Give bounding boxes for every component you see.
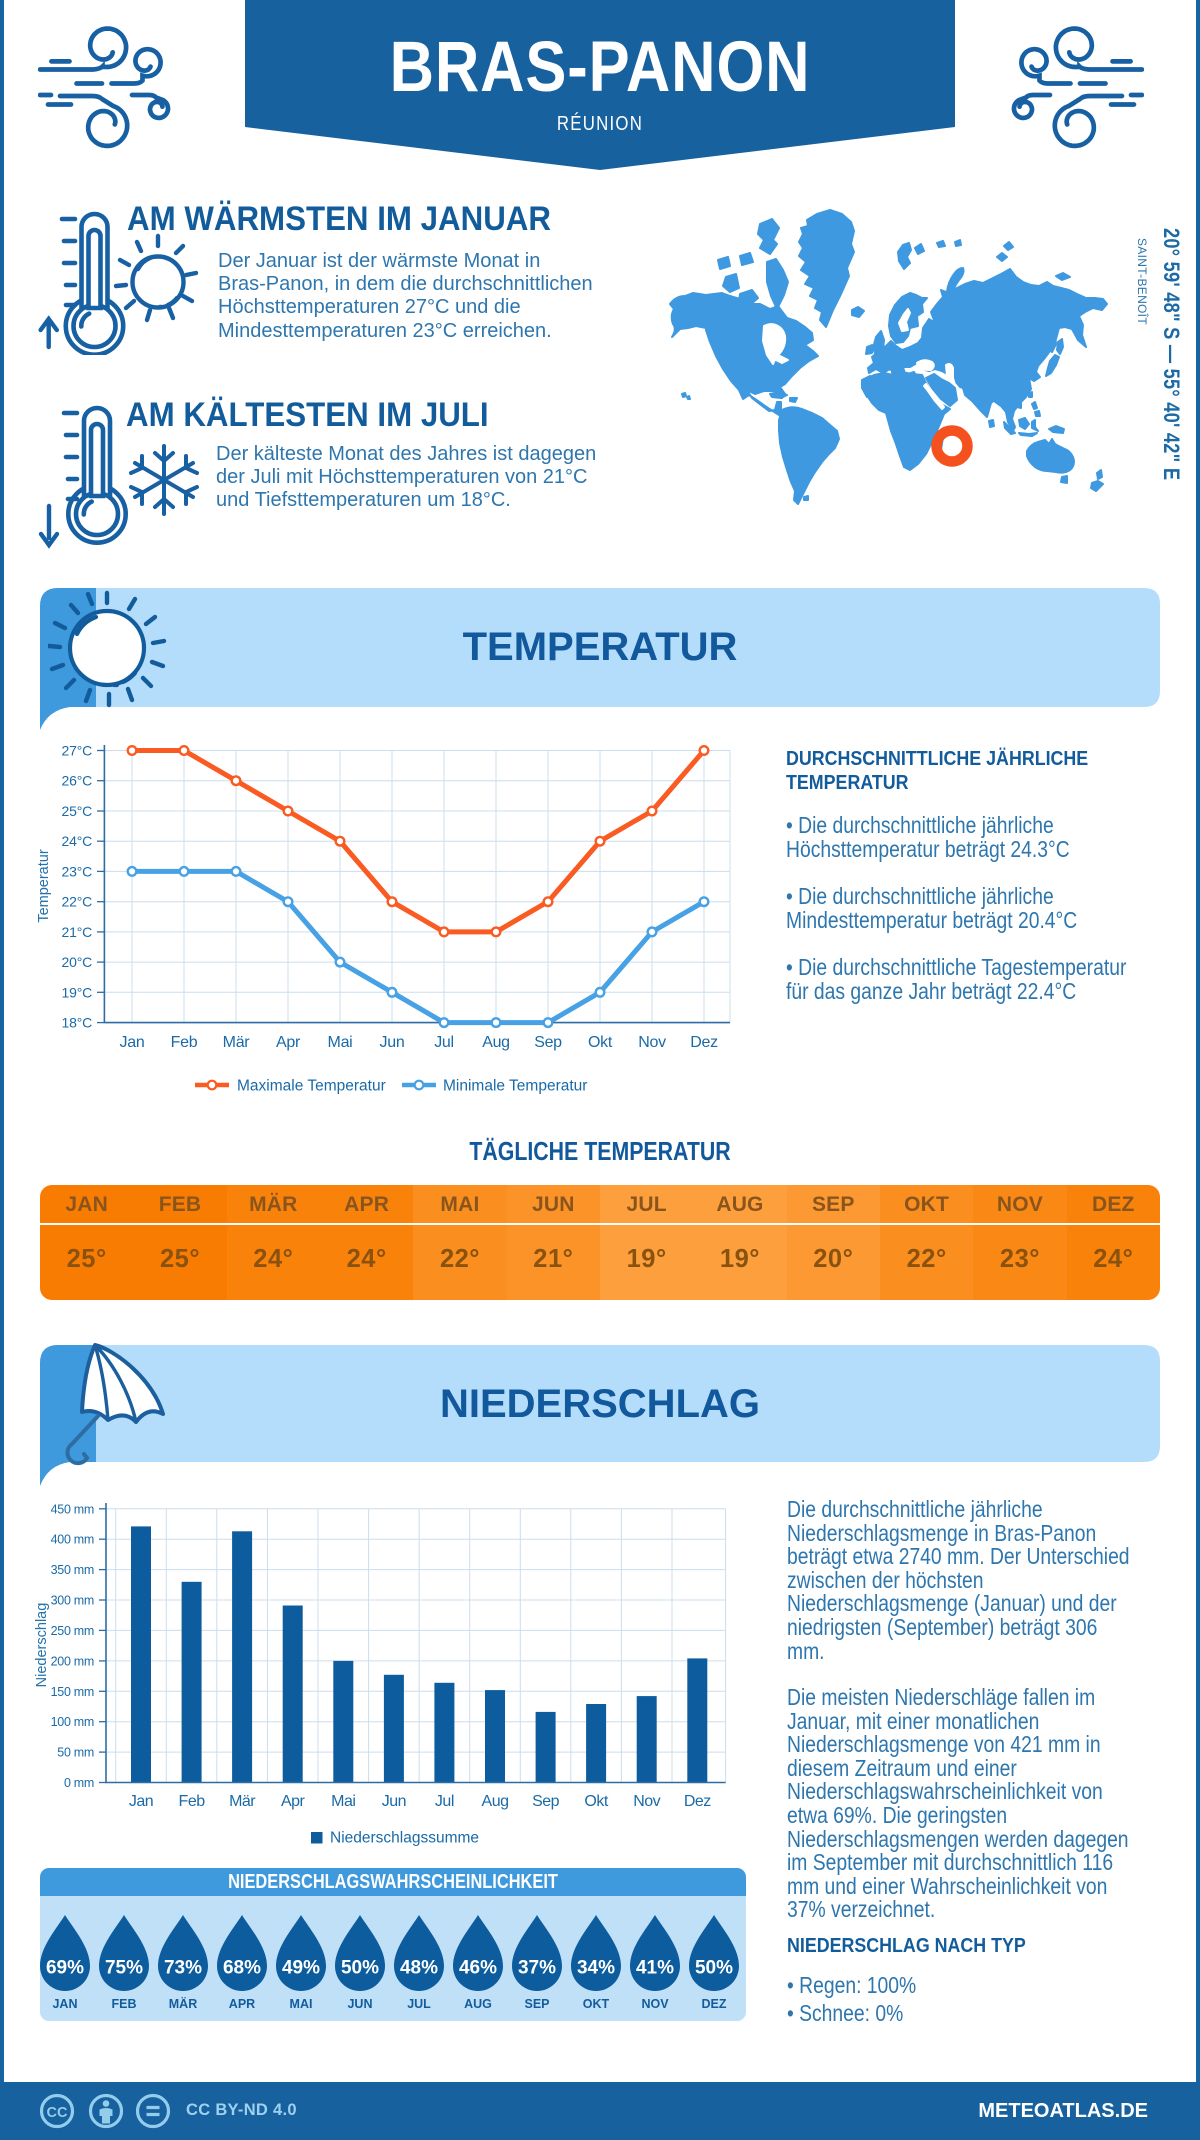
svg-text:41%: 41% [636, 1958, 674, 1979]
svg-text:48%: 48% [400, 1958, 438, 1979]
svg-text:JUL: JUL [407, 1997, 431, 2011]
svg-text:FEB: FEB [112, 1997, 137, 2011]
svg-text:Jul: Jul [435, 1793, 454, 1810]
svg-text:Jan: Jan [129, 1793, 153, 1810]
svg-text:Feb: Feb [179, 1793, 206, 1810]
svg-text:50%: 50% [341, 1958, 379, 1979]
svg-text:Mai: Mai [328, 1034, 353, 1051]
svg-text:250 mm: 250 mm [51, 1624, 94, 1638]
svg-text:Sep: Sep [534, 1034, 562, 1051]
svg-text:26°C: 26°C [62, 773, 93, 789]
svg-text:21°C: 21°C [62, 924, 93, 940]
svg-text:150 mm: 150 mm [51, 1685, 94, 1699]
svg-text:Maximale Temperatur: Maximale Temperatur [237, 1078, 386, 1095]
svg-text:Dez: Dez [684, 1793, 711, 1810]
svg-text:69%: 69% [46, 1958, 84, 1979]
svg-text:Apr: Apr [276, 1034, 301, 1051]
svg-text:100 mm: 100 mm [51, 1715, 94, 1729]
svg-text:450 mm: 450 mm [51, 1502, 94, 1516]
svg-text:46%: 46% [459, 1958, 497, 1979]
svg-text:37%: 37% [518, 1958, 556, 1979]
svg-text:0 mm: 0 mm [64, 1776, 94, 1790]
svg-text:22°C: 22°C [62, 894, 93, 910]
svg-text:MAI: MAI [290, 1997, 313, 2011]
svg-text:Sep: Sep [532, 1793, 560, 1810]
svg-text:75%: 75% [105, 1958, 143, 1979]
svg-text:Nov: Nov [633, 1793, 660, 1810]
svg-text:200 mm: 200 mm [51, 1654, 94, 1668]
svg-text:Minimale Temperatur: Minimale Temperatur [443, 1078, 587, 1095]
svg-text:Nov: Nov [638, 1034, 666, 1051]
svg-text:Apr: Apr [281, 1793, 306, 1810]
svg-text:APR: APR [229, 1997, 255, 2011]
svg-text:Aug: Aug [482, 1793, 509, 1810]
svg-text:68%: 68% [223, 1958, 261, 1979]
svg-text:34%: 34% [577, 1958, 615, 1979]
svg-text:Mai: Mai [331, 1793, 355, 1810]
svg-text:Okt: Okt [584, 1793, 608, 1810]
svg-text:400 mm: 400 mm [51, 1533, 94, 1547]
svg-text:NOV: NOV [641, 1997, 669, 2011]
svg-text:Temperatur: Temperatur [36, 849, 52, 923]
svg-text:350 mm: 350 mm [51, 1563, 94, 1577]
svg-text:27°C: 27°C [62, 743, 93, 759]
svg-text:Niederschlag: Niederschlag [34, 1603, 50, 1688]
svg-text:300 mm: 300 mm [51, 1594, 94, 1608]
svg-text:Mär: Mär [229, 1793, 256, 1810]
svg-text:Dez: Dez [690, 1034, 718, 1051]
svg-text:20°C: 20°C [62, 954, 93, 970]
svg-text:Feb: Feb [171, 1034, 198, 1051]
svg-text:Jan: Jan [120, 1034, 145, 1051]
svg-text:CC: CC [47, 2105, 68, 2121]
svg-text:73%: 73% [164, 1958, 202, 1979]
svg-text:Jul: Jul [434, 1034, 454, 1051]
svg-text:OKT: OKT [583, 1997, 610, 2011]
svg-text:Okt: Okt [588, 1034, 613, 1051]
svg-text:Mär: Mär [223, 1034, 251, 1051]
svg-text:DEZ: DEZ [702, 1997, 727, 2011]
svg-text:23°C: 23°C [62, 863, 93, 879]
svg-text:Aug: Aug [482, 1034, 510, 1051]
svg-text:JAN: JAN [52, 1997, 77, 2011]
svg-text:JUN: JUN [347, 1997, 372, 2011]
svg-text:24°C: 24°C [62, 833, 93, 849]
svg-text:Niederschlagssumme: Niederschlagssumme [330, 1830, 479, 1847]
svg-text:25°C: 25°C [62, 803, 93, 819]
svg-text:Jun: Jun [380, 1034, 405, 1051]
svg-text:AUG: AUG [464, 1997, 492, 2011]
svg-text:MÄR: MÄR [169, 1996, 197, 2011]
svg-text:19°C: 19°C [62, 984, 93, 1000]
svg-text:50 mm: 50 mm [57, 1746, 94, 1760]
svg-text:SEP: SEP [524, 1997, 549, 2011]
svg-text:18°C: 18°C [62, 1015, 93, 1031]
svg-text:50%: 50% [695, 1958, 733, 1979]
svg-text:49%: 49% [282, 1958, 320, 1979]
svg-text:Jun: Jun [382, 1793, 406, 1810]
